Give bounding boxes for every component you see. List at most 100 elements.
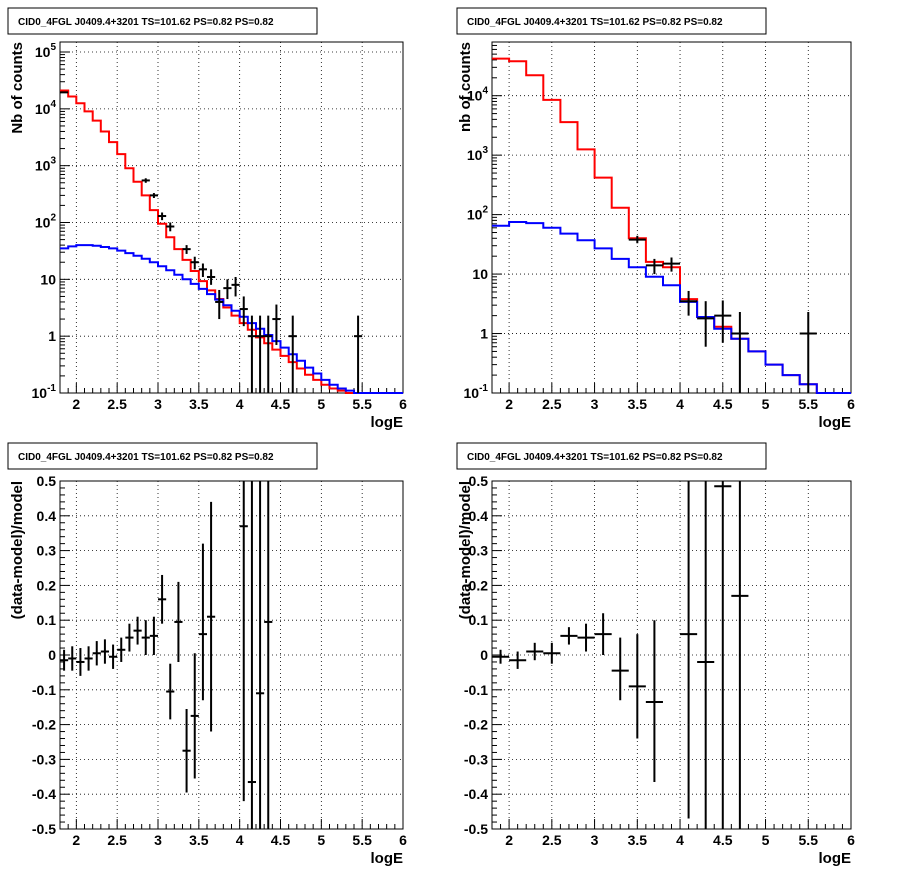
data-point: [714, 300, 732, 343]
component-model-line: [492, 221, 851, 394]
x-tick-label: 2: [505, 396, 513, 412]
data-point: [174, 581, 183, 662]
x-tick-label: 2.5: [542, 832, 562, 848]
data-point: [594, 613, 612, 655]
data-point: [198, 543, 207, 701]
y-tick-label: -0.1: [32, 682, 56, 698]
y-tick-label: 0: [48, 647, 56, 663]
data-point: [239, 481, 248, 802]
plot-frame: [59, 41, 404, 394]
y-tick-label: 0.5: [37, 473, 57, 489]
x-tick-label: 4: [676, 832, 684, 848]
y-tick-label: 1: [48, 328, 56, 344]
y-tick-label: -0.2: [32, 717, 56, 733]
data-point: [526, 642, 544, 661]
data-point: [76, 648, 85, 676]
title-box: [7, 7, 318, 35]
data-point: [60, 91, 69, 94]
data-point: [680, 481, 698, 819]
data-point: [492, 649, 510, 664]
y-tick-label: 0.3: [469, 543, 489, 559]
y-tick-label: 103: [35, 156, 57, 174]
x-tick-label: 6: [847, 832, 855, 848]
x-axis-label: logE: [819, 414, 852, 431]
x-tick-label: 5: [317, 832, 325, 848]
x-tick-label: 3: [591, 832, 599, 848]
data-point: [166, 222, 175, 232]
data-point: [149, 193, 158, 198]
data-point: [215, 289, 224, 320]
data-point: [714, 481, 732, 829]
x-tick-label: 3.5: [628, 396, 648, 412]
y-tick-label: -0.4: [32, 786, 56, 802]
data-point: [207, 269, 216, 285]
y-tick-label: 0: [480, 647, 488, 663]
data-point: [60, 649, 69, 671]
data-point: [182, 245, 191, 254]
x-axis-label: logE: [819, 850, 852, 867]
data-point: [247, 481, 256, 829]
y-tick-label: 104: [35, 99, 57, 117]
data-point: [166, 663, 175, 720]
x-tick-label: 5: [317, 396, 325, 412]
x-tick-label: 5.5: [352, 396, 372, 412]
plot-frame: [491, 480, 852, 830]
x-tick-label: 2: [505, 832, 513, 848]
y-tick-label: -0.3: [32, 751, 56, 767]
x-tick-label: 5: [762, 396, 770, 412]
x-tick-label: 3: [154, 396, 162, 412]
data-point: [256, 315, 265, 393]
data-point: [68, 646, 77, 671]
data-point: [141, 178, 150, 183]
y-tick-label: 0.3: [37, 543, 57, 559]
x-tick-label: 2.5: [542, 396, 562, 412]
y-tick-label: 0.1: [469, 612, 489, 628]
x-tick-label: 4.5: [713, 396, 733, 412]
x-tick-label: 3: [591, 396, 599, 412]
data-point: [543, 642, 561, 664]
data-point: [149, 616, 158, 655]
x-axis-label: logE: [371, 414, 404, 431]
data-point: [100, 639, 109, 664]
y-tick-label: 0.2: [37, 577, 57, 593]
x-tick-label: 6: [847, 396, 855, 412]
x-tick-label: 2: [72, 832, 80, 848]
title-box: [456, 7, 767, 35]
data-point: [182, 708, 191, 793]
chart-title: CID0_4FGL J0409.4+3201 TS=101.62 PS=0.82…: [18, 452, 274, 463]
x-tick-label: 3: [154, 832, 162, 848]
y-tick-label: 102: [35, 213, 57, 231]
y-tick-label: 105: [35, 42, 57, 60]
y-tick-label: 104: [467, 86, 489, 104]
y-tick-label: 0.4: [469, 508, 489, 524]
data-point: [92, 641, 101, 666]
x-tick-label: 5.5: [799, 396, 819, 412]
data-point: [256, 481, 265, 829]
data-point: [239, 296, 248, 327]
data-point: [158, 212, 167, 221]
y-tick-label: 102: [467, 205, 489, 223]
plot-frame: [491, 41, 852, 394]
data-point: [247, 315, 256, 393]
y-tick-label: 10-1: [464, 383, 489, 401]
chart-pad-2: 2 2.5 3 3.5 4 4.5 5 5.5 6 10-1 1 10 102 103 104 CID0_4F…: [456, 7, 855, 431]
data-point: [272, 304, 281, 345]
data-point: [354, 315, 363, 393]
data-point: [288, 315, 297, 393]
data-point: [133, 616, 142, 645]
x-tick-label: 5.5: [799, 832, 819, 848]
y-tick-label: -0.4: [464, 786, 488, 802]
data-point: [799, 312, 817, 393]
data-point: [117, 637, 126, 662]
x-tick-label: 2.5: [107, 832, 127, 848]
y-tick-label: 0.1: [37, 612, 57, 628]
y-tick-label: -0.1: [464, 682, 488, 698]
x-tick-label: 5.5: [352, 832, 372, 848]
x-tick-label: 3.5: [628, 832, 648, 848]
plot-frame: [59, 480, 404, 830]
y-axis-label: (data-model)/model: [9, 481, 26, 619]
x-tick-label: 4.5: [713, 832, 733, 848]
data-point: [223, 279, 232, 300]
data-point: [628, 235, 646, 244]
